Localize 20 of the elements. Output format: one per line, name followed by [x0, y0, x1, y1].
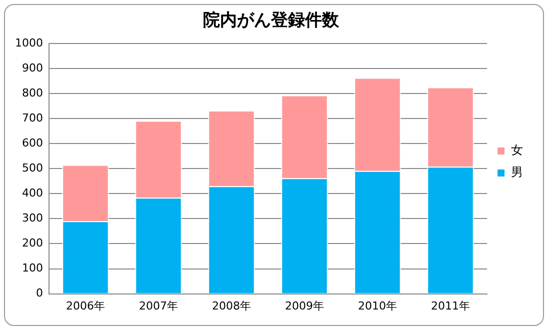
y-tick-label: 700: [22, 111, 43, 124]
y-tick-label: 800: [22, 86, 43, 100]
y-tick-label: 200: [22, 236, 43, 250]
x-tick-label: 2006年: [66, 299, 105, 312]
legend-label: 女: [511, 143, 523, 158]
y-tick-label: 900: [22, 61, 43, 74]
x-tick-label: 2008年: [212, 299, 251, 312]
y-tick-label: 0: [36, 286, 43, 300]
x-tick-label: 2009年: [285, 299, 324, 312]
legend-label: 男: [511, 165, 523, 180]
chart-title: 院内がん登録件数: [203, 10, 340, 31]
y-tick-label: 600: [22, 136, 43, 150]
x-tick-label: 2011年: [431, 299, 470, 312]
x-tick-label: 2007年: [138, 299, 178, 312]
x-tick-label: 2010年: [358, 299, 397, 312]
y-tick-label: 100: [22, 262, 43, 275]
y-tick-label: 300: [22, 212, 43, 225]
y-tick-label: 1000: [14, 36, 43, 50]
y-tick-label: 400: [22, 186, 43, 200]
y-tick-label: 500: [22, 161, 43, 174]
